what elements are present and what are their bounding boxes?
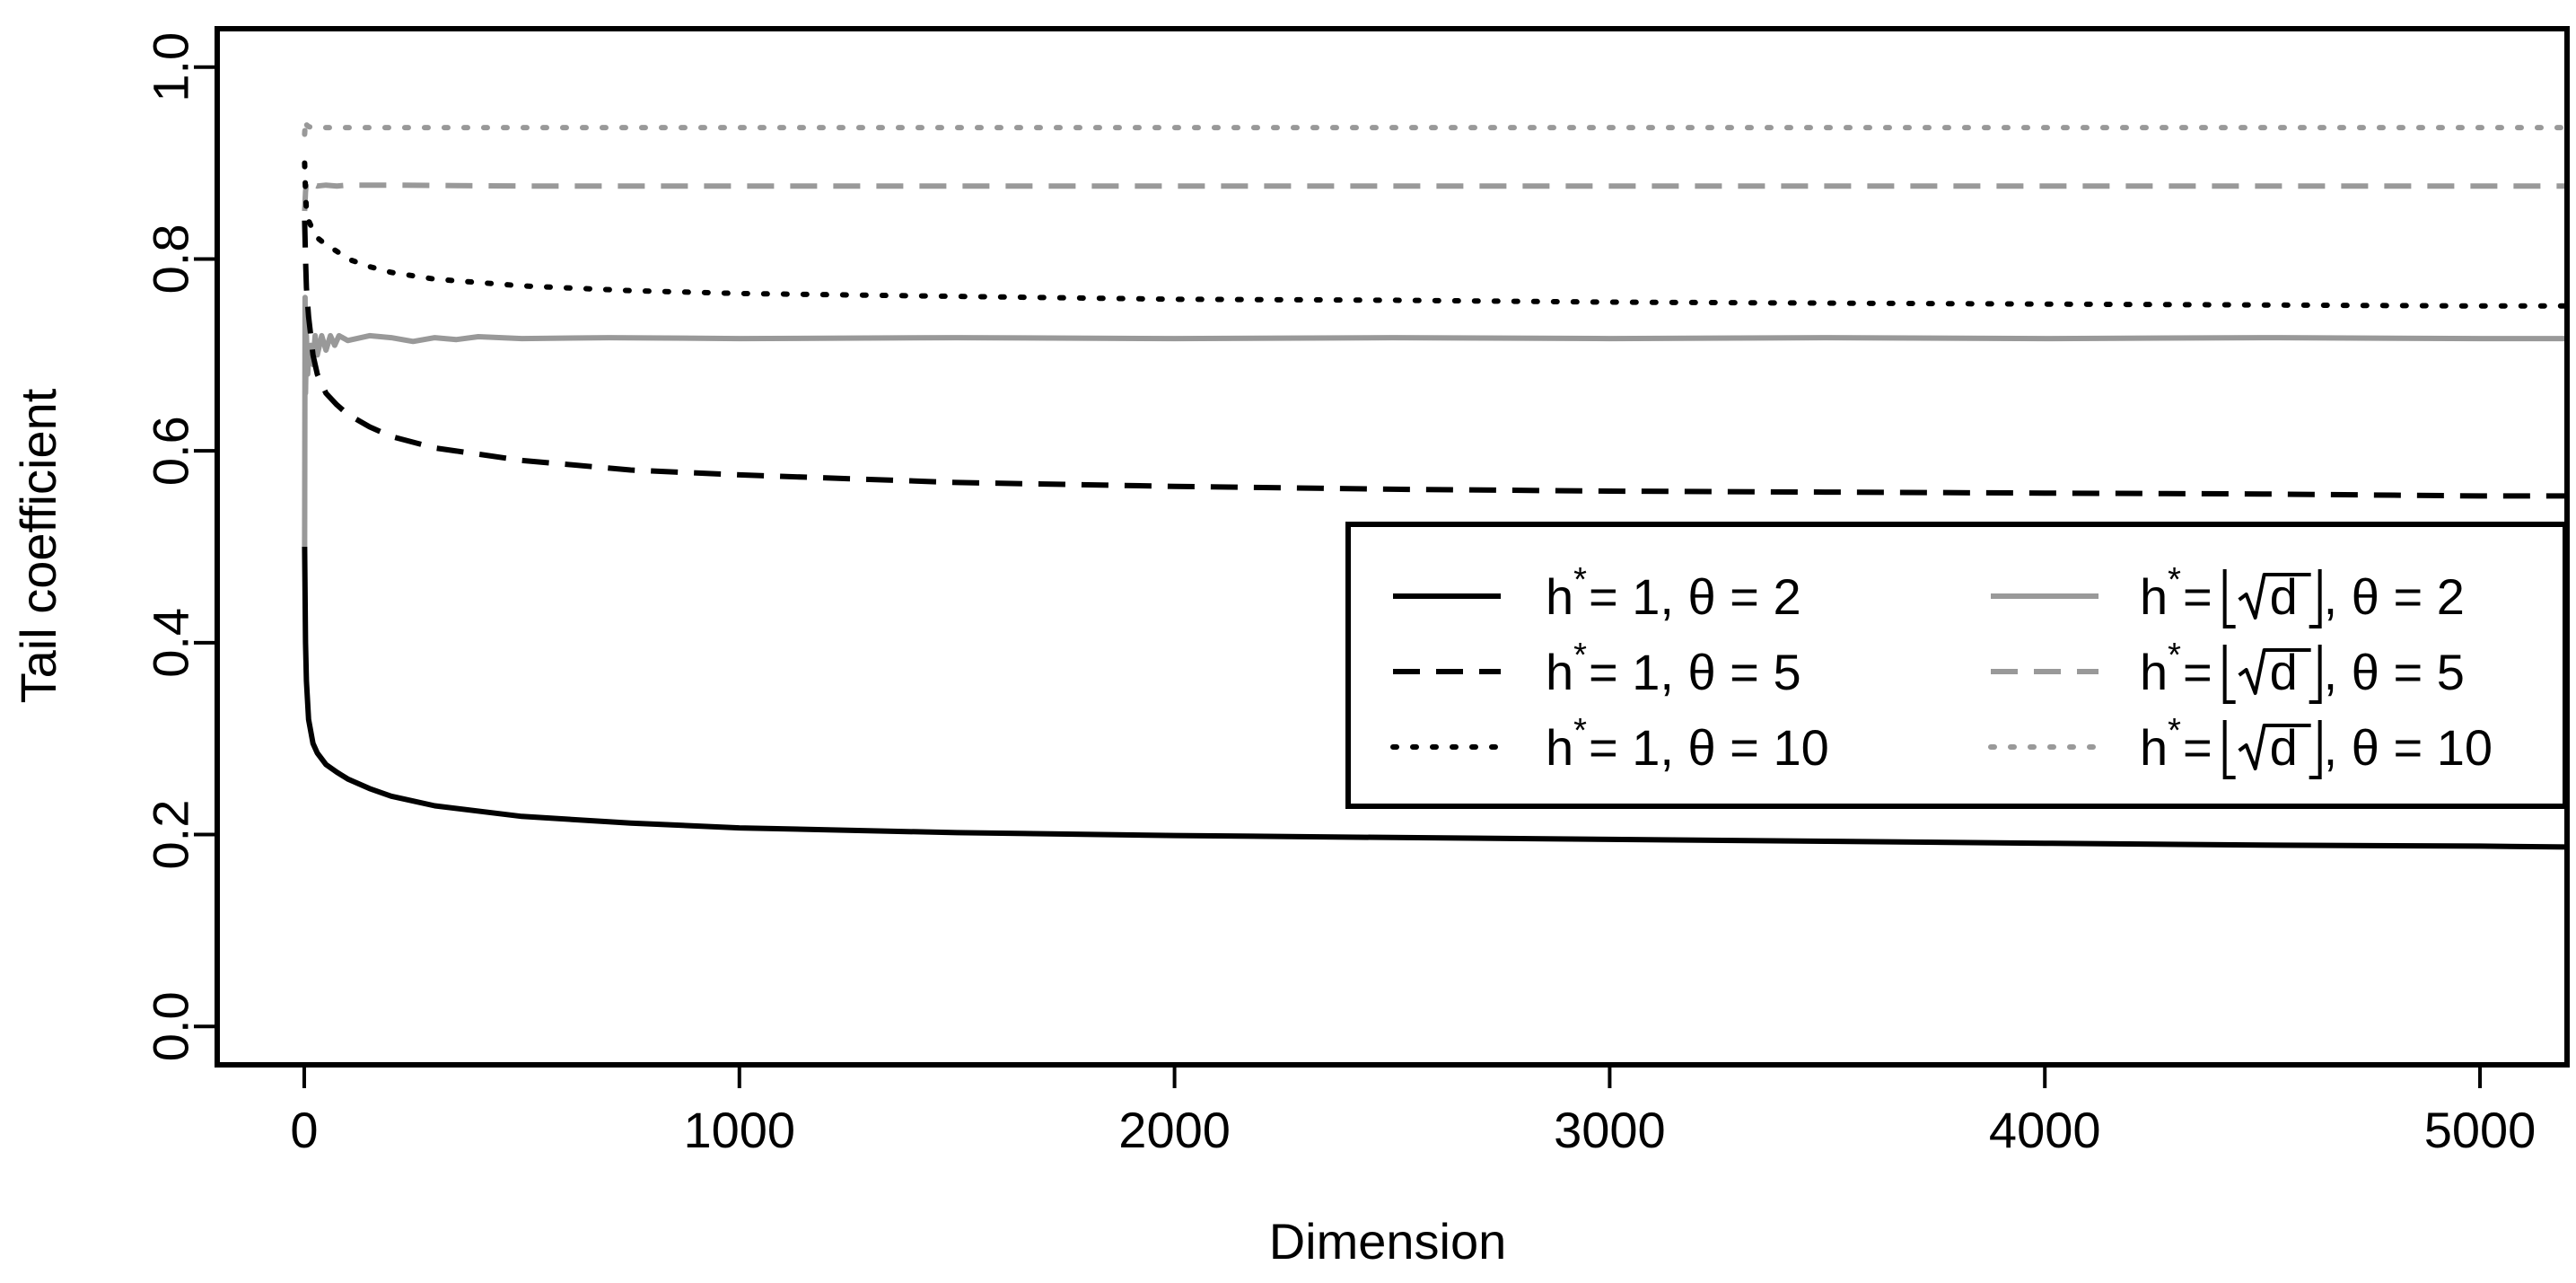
- legend-entry: h*= 1, θ = 10: [1546, 712, 1829, 776]
- legend-entry: h*= d , θ = 5: [2140, 637, 2465, 704]
- x-tick-label: 3000: [1554, 1102, 1666, 1158]
- series-line-1: [302, 546, 2567, 850]
- legend-entry: h*= d , θ = 10: [2140, 712, 2493, 779]
- series-line-4: [302, 294, 2567, 548]
- x-tick-label: 4000: [1989, 1102, 2101, 1158]
- floor-left-bracket: [2222, 569, 2236, 628]
- y-tick-label: 0.6: [143, 416, 199, 486]
- x-tick-label: 0: [290, 1102, 318, 1158]
- sqrt-sign: [2238, 573, 2311, 620]
- legend-label: h*=: [2140, 561, 2212, 625]
- sqrt-sign: [2238, 724, 2311, 770]
- legend-label-tail: , θ = 10: [2324, 719, 2493, 776]
- legend-label: h*= 1, θ = 5: [1546, 637, 1801, 700]
- legend-entry: h*= 1, θ = 2: [1546, 561, 1801, 625]
- y-tick-label: 0.8: [143, 224, 199, 294]
- series-line-5: [302, 180, 2567, 212]
- floor-right-bracket: [2309, 569, 2322, 628]
- x-tick-label: 2000: [1118, 1102, 1231, 1158]
- y-tick-label: 1.0: [143, 32, 199, 102]
- legend-label: h*= 1, θ = 10: [1546, 712, 1829, 776]
- legend-sqrt-var: d: [2270, 568, 2298, 625]
- y-tick-label: 0.4: [143, 608, 199, 678]
- axes-layer: 0 1000 2000 3000 4000 5000 0.0 0.2 0.4 0.6 0.8 1.0: [143, 32, 2537, 1158]
- series-line-6: [302, 117, 2567, 137]
- sqrt-sign: [2238, 648, 2311, 695]
- y-tick-label: 0.2: [143, 800, 199, 870]
- x-tick-label: 1000: [683, 1102, 795, 1158]
- floor-left-bracket: [2222, 720, 2236, 779]
- legend-entry: h*= 1, θ = 5: [1546, 637, 1801, 700]
- legend: h*= 1, θ = 2 h*= 1, θ = 5 h*= 1, θ = 10 h*=…: [1345, 522, 2568, 809]
- x-tick-label: 5000: [2424, 1102, 2537, 1158]
- legend-sqrt-var: d: [2270, 719, 2298, 776]
- floor-right-bracket: [2309, 645, 2322, 704]
- legend-label: h*= 1, θ = 2: [1546, 561, 1801, 625]
- legend-entry: h*= d , θ = 2: [2140, 561, 2465, 628]
- y-tick-label: 0.0: [143, 991, 199, 1061]
- legend-label-tail: , θ = 2: [2324, 568, 2465, 625]
- legend-label-tail: , θ = 5: [2324, 644, 2465, 700]
- floor-right-bracket: [2309, 720, 2322, 779]
- legend-sqrt-var: d: [2270, 644, 2298, 700]
- plot-layer: [302, 117, 2567, 850]
- floor-left-bracket: [2222, 645, 2236, 704]
- y-axis-label: Tail coefficient: [10, 388, 66, 703]
- series-line-2: [302, 220, 2567, 499]
- legend-label: h*=: [2140, 712, 2212, 776]
- legend-box: [1345, 522, 2568, 809]
- legend-label: h*=: [2140, 637, 2212, 700]
- x-axis-label: Dimension: [1269, 1213, 1507, 1270]
